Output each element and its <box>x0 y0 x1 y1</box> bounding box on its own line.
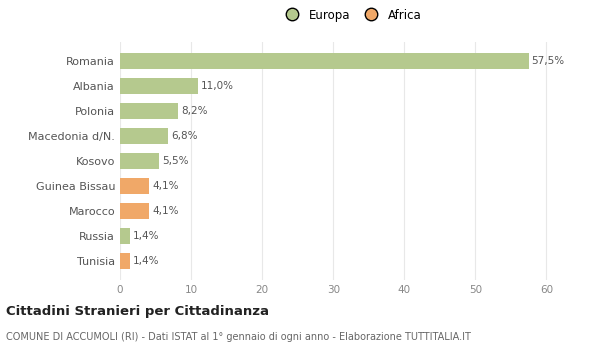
Legend: Europa, Africa: Europa, Africa <box>277 5 425 25</box>
Text: 4,1%: 4,1% <box>152 206 178 216</box>
Bar <box>120 253 130 269</box>
Text: 11,0%: 11,0% <box>201 81 234 91</box>
Bar <box>120 178 149 194</box>
Bar <box>120 53 529 69</box>
Bar <box>120 128 169 144</box>
Text: 6,8%: 6,8% <box>171 131 197 141</box>
Text: 5,5%: 5,5% <box>162 156 188 166</box>
Text: Cittadini Stranieri per Cittadinanza: Cittadini Stranieri per Cittadinanza <box>6 305 269 318</box>
Bar <box>120 228 130 244</box>
Bar <box>120 103 178 119</box>
Bar <box>120 78 198 94</box>
Text: 1,4%: 1,4% <box>133 256 159 266</box>
Bar <box>120 203 149 219</box>
Text: 8,2%: 8,2% <box>181 106 208 116</box>
Text: 4,1%: 4,1% <box>152 181 178 191</box>
Text: COMUNE DI ACCUMOLI (RI) - Dati ISTAT al 1° gennaio di ogni anno - Elaborazione T: COMUNE DI ACCUMOLI (RI) - Dati ISTAT al … <box>6 331 471 342</box>
Text: 57,5%: 57,5% <box>532 56 565 66</box>
Bar <box>120 153 159 169</box>
Text: 1,4%: 1,4% <box>133 231 159 241</box>
